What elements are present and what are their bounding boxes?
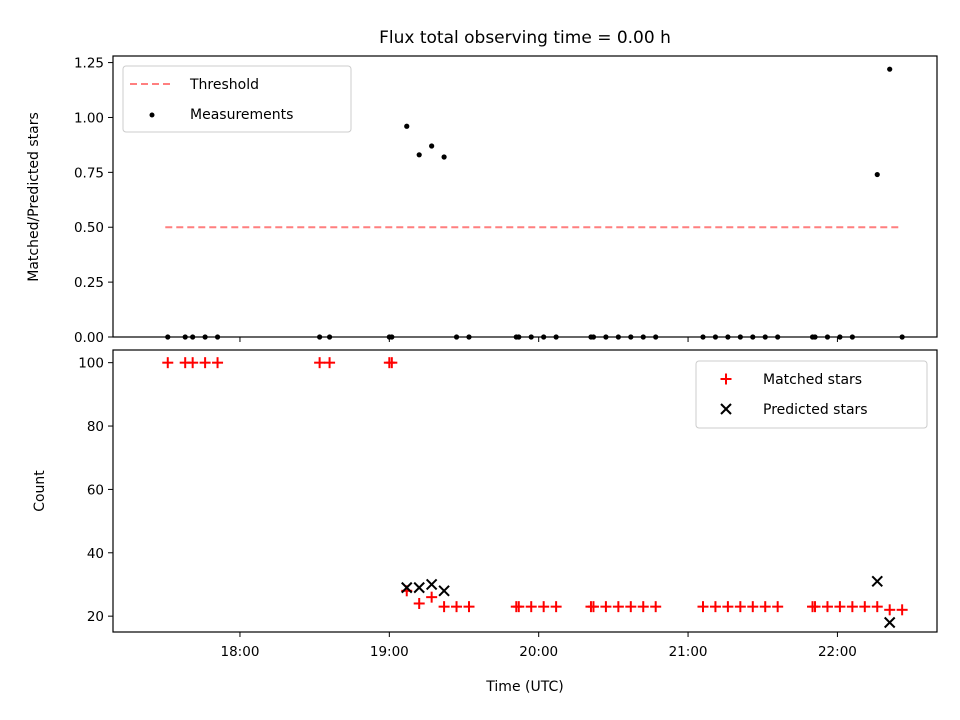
bottom-x-tick-label: 18:00 [221,644,260,660]
matched-star-point [759,601,771,613]
matched-star-point [871,601,883,613]
x-axis-label: Time (UTC) [485,679,563,695]
measurement-point [887,66,893,72]
bottom-y-tick-label: 80 [87,419,104,435]
matched-star-point [550,601,562,613]
matched-star-point [747,601,759,613]
top-y-tick-label: 1.25 [74,56,104,72]
matched-star-point [212,357,224,369]
predicted-star-point [401,581,413,594]
bottom-axes-frame [112,349,938,633]
matched-star-point [734,601,746,613]
matched-star-point [199,357,211,369]
matched-star-point [709,601,721,613]
matched-star-point [438,601,450,613]
legend-measurements-swatch [149,112,155,118]
measurement-point [416,152,422,158]
matched-star-point [463,601,475,613]
matched-star-point [426,591,438,603]
predicted-star-point [883,616,896,629]
matched-star-point [772,601,784,613]
matched-star-point [538,601,550,613]
legend-plus-marker [720,373,732,385]
predicted-star-point [413,581,425,594]
top-y-tick-label: 0.25 [74,275,104,291]
bottom-x-tick-label: 19:00 [370,644,409,660]
bottom-legend: Matched stars Predicted stars [695,360,928,429]
matched-star-point [413,597,425,609]
matched-star-point [834,601,846,613]
bottom-x-tick-label: 21:00 [669,644,708,660]
matched-star-point [314,357,326,369]
legend-threshold-label: Threshold [189,77,259,93]
top-y-tick-label: 1.00 [74,110,104,126]
matched-star-point [697,601,709,613]
matched-star-point [722,601,734,613]
predicted-star-point [871,575,883,588]
matched-star-point [324,357,336,369]
legend-predicted-swatch [720,403,732,415]
matched-star-point [451,601,463,613]
bottom-y-axis-label: Count [32,470,48,512]
matched-star-point [637,601,649,613]
matched-star-point [896,604,908,616]
top-axes-frame [112,55,938,338]
measurement-point [874,171,880,178]
bottom-y-tick-label: 100 [78,356,104,372]
matched-star-point [809,601,821,613]
legend-cross-marker [720,403,732,415]
measurement-point [404,123,410,129]
bottom-y-tick-label: 60 [87,482,104,498]
legend-matched-label: Matched stars [763,372,862,388]
chart-title: Flux total observing time = 0.00 h [379,28,671,48]
matched-star-point [513,601,525,613]
legend-matched-swatch [720,373,732,385]
matched-star-point [587,601,599,613]
top-panel-axes: 0.00 0.25 0.50 0.75 1.00 1.25 Matched/Predict… [26,55,938,346]
top-y-tick-label: 0.00 [74,330,104,346]
matched-star-point [650,601,662,613]
matched-star-point [612,601,624,613]
measurement-point [441,154,447,160]
predicted-star-point [438,585,450,597]
legend-predicted-label: Predicted stars [763,402,868,418]
bottom-x-tick-label: 22:00 [818,644,857,660]
top-legend: Threshold Measurements [122,65,352,133]
bottom-y-tick-label: 40 [87,546,104,562]
matched-star-point [859,601,871,613]
top-y-tick-label: 0.50 [74,220,104,236]
top-y-axis-label: Matched/Predicted stars [26,112,42,282]
predicted-star-point [425,578,438,591]
measurement-point [429,143,435,149]
matched-star-point [187,357,199,369]
legend-measurements-label: Measurements [190,107,293,123]
matched-star-point [884,604,896,616]
matched-star-point [625,601,637,613]
matched-star-point [386,357,398,369]
bottom-x-tick-label: 20:00 [519,644,558,660]
matched-star-point [525,601,537,613]
matched-star-point [162,357,174,369]
bottom-y-tick-label: 20 [87,609,104,625]
matched-star-point [846,601,858,613]
matched-star-point [600,601,612,613]
bottom-panel-axes: 20 40 60 80 100 18:00 19:00 20:00 21:00 22:00 Co… [32,349,938,695]
top-y-tick-label: 0.75 [74,165,104,181]
matched-star-point [821,601,833,613]
